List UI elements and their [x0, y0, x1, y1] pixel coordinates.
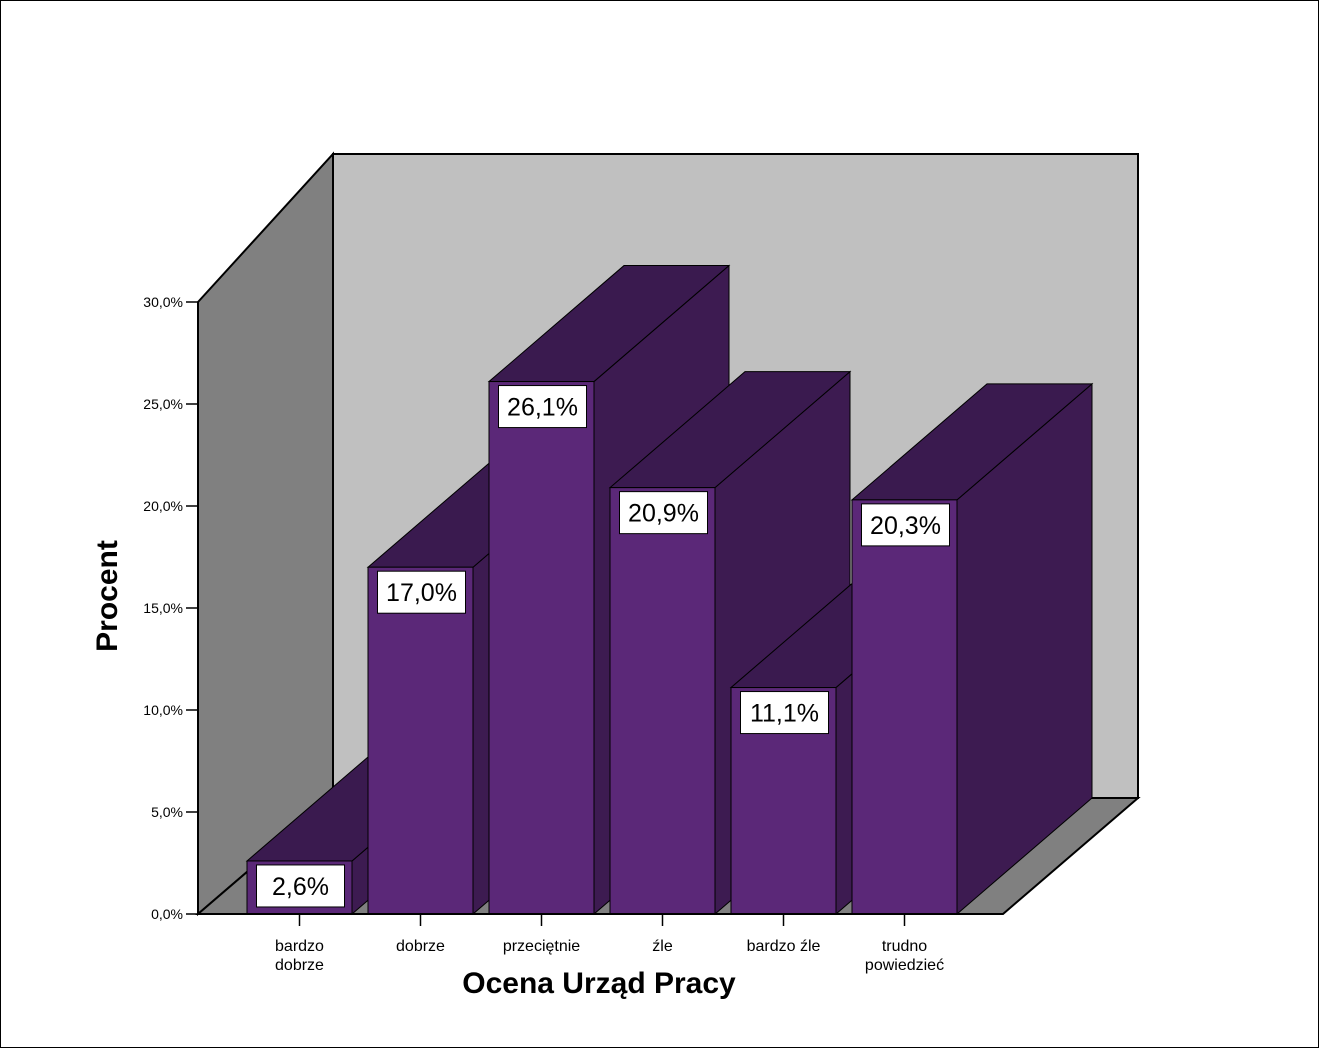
y-axis: 0,0% 5,0% 10,0% 15,0% 20,0% 25,0% 30,0%: [143, 294, 199, 922]
bar-value-label: 20,3%: [870, 512, 941, 540]
x-tick-label: bardzo dobrze: [275, 938, 324, 974]
y-tick-label: 25,0%: [143, 396, 183, 412]
x-tick-label: trudno powiedzieć: [865, 938, 944, 974]
x-tick-label-line: dobrze: [275, 957, 324, 974]
x-tick-label-line: bardzo źle: [747, 938, 821, 955]
bar-value-label: 26,1%: [507, 394, 578, 422]
y-tick-label: 20,0%: [143, 498, 183, 514]
bar-label-box: [377, 570, 466, 614]
bar-label-box: [619, 491, 708, 535]
x-axis-title: Ocena Urząd Pracy: [462, 967, 736, 1000]
bar: 20,3%: [850, 382, 1094, 916]
bar-value-label: 11,1%: [750, 700, 819, 728]
y-tick-label: 10,0%: [143, 702, 183, 718]
bar-front: [488, 381, 595, 915]
y-tick-label: 15,0%: [143, 600, 183, 616]
bar-front: [609, 487, 716, 915]
x-tick-label-line: źle: [652, 938, 673, 955]
y-tick-label: 30,0%: [143, 294, 183, 310]
bar-label-box: [498, 385, 587, 429]
x-tick-label-line: trudno: [882, 938, 927, 955]
bar-value-label: 2,6%: [272, 873, 329, 901]
x-tick-label: źle: [652, 938, 673, 955]
x-tick-label-line: bardzo: [275, 938, 324, 955]
x-tick-label-line: dobrze: [396, 938, 445, 955]
left-wall: [197, 151, 334, 917]
bar-value-label: 20,9%: [628, 500, 699, 528]
bar-front: [851, 499, 958, 915]
x-tick-label-line: przeciętnie: [503, 938, 580, 955]
y-axis-title: Procent: [91, 540, 124, 652]
bar-label-box: [740, 691, 829, 735]
x-tick-label: bardzo źle: [747, 938, 821, 955]
bars: 2,6% 17,0% 26,1% 20,9% 11,1% 20,3%: [245, 264, 1094, 916]
x-axis: bardzo dobrze dobrze przeciętnie źle bardzo ź…: [198, 913, 1003, 974]
x-tick-label: dobrze: [396, 938, 445, 955]
y-tick-label: 5,0%: [151, 804, 183, 820]
bar-value-label: 17,0%: [386, 579, 457, 607]
x-tick-label-line: powiedzieć: [865, 957, 944, 974]
bar-label-box: [256, 864, 345, 908]
y-tick-label: 0,0%: [151, 906, 183, 922]
bar-label-box: [861, 503, 950, 547]
bar-front: [367, 566, 474, 915]
x-tick-label: przeciętnie: [503, 938, 580, 955]
